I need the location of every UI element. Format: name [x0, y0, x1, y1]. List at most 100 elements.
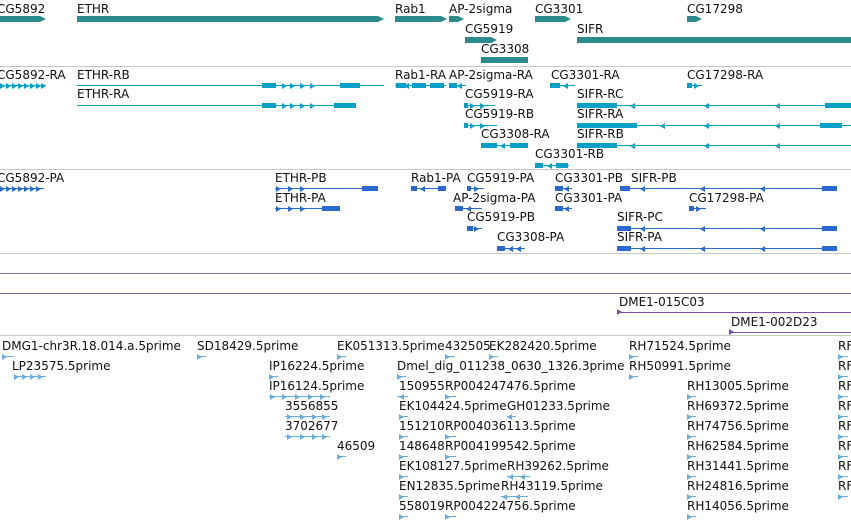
- feature-line[interactable]: [620, 188, 837, 189]
- transcript-label[interactable]: AP-2sigma-RA: [449, 68, 533, 82]
- est-label[interactable]: RF: [838, 399, 851, 413]
- feature-line[interactable]: [838, 436, 848, 437]
- gene-bar[interactable]: [687, 16, 702, 22]
- feature-line[interactable]: [577, 105, 851, 106]
- feature-line[interactable]: [445, 436, 456, 437]
- est-label[interactable]: RF: [838, 379, 851, 393]
- feature-line[interactable]: [555, 188, 572, 189]
- feature-line[interactable]: [464, 105, 495, 106]
- est-label[interactable]: Dmel_dig_011238_0630_1326.3prime: [397, 359, 625, 373]
- gene-bar[interactable]: [0, 16, 46, 22]
- feature-line[interactable]: [838, 396, 848, 397]
- exon-block[interactable]: [535, 163, 543, 168]
- transcript-label[interactable]: CG5919-RA: [465, 87, 534, 101]
- protein-label[interactable]: ETHR-PB: [275, 171, 327, 185]
- protein-label[interactable]: CG5919-PA: [467, 171, 535, 185]
- est-label[interactable]: 3702677: [285, 419, 339, 433]
- protein-label[interactable]: CG5919-PB: [467, 210, 536, 224]
- exon-block[interactable]: [620, 186, 630, 191]
- exon-block[interactable]: [825, 103, 851, 108]
- exon-block[interactable]: [464, 123, 468, 128]
- feature-line[interactable]: [285, 416, 330, 417]
- exon-block[interactable]: [617, 246, 631, 251]
- feature-line[interactable]: [838, 456, 848, 457]
- est-label[interactable]: RH24816.5prime: [687, 479, 789, 493]
- exon-block[interactable]: [467, 186, 471, 191]
- protein-label[interactable]: SIFR-PA: [617, 230, 662, 244]
- exon-block[interactable]: [689, 206, 694, 211]
- gene-label[interactable]: Rab1: [395, 2, 426, 16]
- est-label[interactable]: RP004247476.5prime: [445, 379, 576, 393]
- feature-line[interactable]: [617, 228, 837, 229]
- exon-block[interactable]: [577, 143, 617, 148]
- transcript-label[interactable]: ETHR-RA: [77, 87, 130, 101]
- gene-bar[interactable]: [577, 37, 851, 43]
- marker-label[interactable]: DME1-002D23: [731, 315, 818, 329]
- transcript-label[interactable]: CG3301-RB: [535, 147, 605, 161]
- feature-line[interactable]: [507, 476, 530, 477]
- gene-bar[interactable]: [77, 16, 384, 22]
- feature-line[interactable]: [2, 356, 14, 357]
- feature-line[interactable]: [275, 188, 378, 189]
- transcript-label[interactable]: SIFR-RA: [577, 107, 624, 121]
- est-label[interactable]: RP004224756.5prime: [445, 499, 576, 513]
- est-label[interactable]: RH74756.5prime: [687, 419, 789, 433]
- exon-block[interactable]: [822, 226, 837, 231]
- est-label[interactable]: RF: [838, 479, 851, 493]
- est-label[interactable]: RF: [838, 359, 851, 373]
- est-label[interactable]: RH69372.5prime: [687, 399, 789, 413]
- exon-block[interactable]: [322, 206, 340, 211]
- gene-label[interactable]: CG3308: [481, 42, 530, 56]
- est-label[interactable]: RF: [838, 339, 851, 353]
- est-label[interactable]: LP23575.5prime: [12, 359, 111, 373]
- feature-line[interactable]: [0, 85, 46, 86]
- exon-block[interactable]: [555, 186, 563, 191]
- est-label[interactable]: RF: [838, 419, 851, 433]
- protein-label[interactable]: CG3301-PA: [555, 191, 623, 205]
- transcript-label[interactable]: CG5919-RB: [465, 107, 535, 121]
- exon-block[interactable]: [362, 186, 378, 191]
- feature-line[interactable]: [77, 105, 356, 106]
- feature-line[interactable]: [445, 456, 456, 457]
- feature-line[interactable]: [77, 85, 384, 86]
- est-label[interactable]: EK282420.5prime: [489, 339, 597, 353]
- protein-label[interactable]: CG3308-PA: [497, 230, 565, 244]
- feature-line[interactable]: [285, 436, 330, 437]
- exon-block[interactable]: [396, 83, 406, 88]
- feature-line[interactable]: [445, 516, 456, 517]
- gene-label[interactable]: CG5892: [0, 2, 46, 16]
- exon-block[interactable]: [687, 83, 692, 88]
- exon-block[interactable]: [556, 163, 568, 168]
- gene-bar[interactable]: [449, 16, 464, 22]
- est-label[interactable]: EK051313.5prime: [337, 339, 445, 353]
- gene-bar[interactable]: [465, 37, 497, 43]
- est-label[interactable]: 150955: [399, 379, 445, 393]
- feature-line[interactable]: [501, 496, 528, 497]
- exon-block[interactable]: [449, 83, 457, 88]
- exon-block[interactable]: [577, 123, 637, 128]
- exon-block[interactable]: [510, 143, 528, 148]
- est-label[interactable]: RP004036113.5prime: [445, 419, 576, 433]
- exon-block[interactable]: [262, 103, 276, 108]
- protein-label[interactable]: SIFR-PC: [617, 210, 663, 224]
- exon-block[interactable]: [481, 143, 497, 148]
- protein-label[interactable]: CG3301-PB: [555, 171, 624, 185]
- exon-block[interactable]: [822, 186, 837, 191]
- est-label[interactable]: RH50991.5prime: [629, 359, 731, 373]
- est-label[interactable]: RP004199542.5prime: [445, 439, 576, 453]
- transcript-label[interactable]: CG5892-RA: [0, 68, 66, 82]
- transcript-label[interactable]: SIFR-RB: [577, 127, 624, 141]
- est-label[interactable]: EK108127.5prime: [399, 459, 507, 473]
- feature-line[interactable]: [838, 356, 848, 357]
- est-label[interactable]: RH14056.5prime: [687, 499, 789, 513]
- transcript-label[interactable]: SIFR-RC: [577, 87, 624, 101]
- protein-label[interactable]: CG17298-PA: [689, 191, 764, 205]
- exon-block[interactable]: [430, 83, 444, 88]
- exon-block[interactable]: [412, 83, 426, 88]
- feature-line[interactable]: [275, 208, 340, 209]
- feature-line[interactable]: [838, 496, 848, 497]
- est-label[interactable]: RF: [838, 439, 851, 453]
- feature-line[interactable]: [411, 188, 446, 189]
- exon-block[interactable]: [455, 206, 463, 211]
- feature-line[interactable]: [838, 376, 848, 377]
